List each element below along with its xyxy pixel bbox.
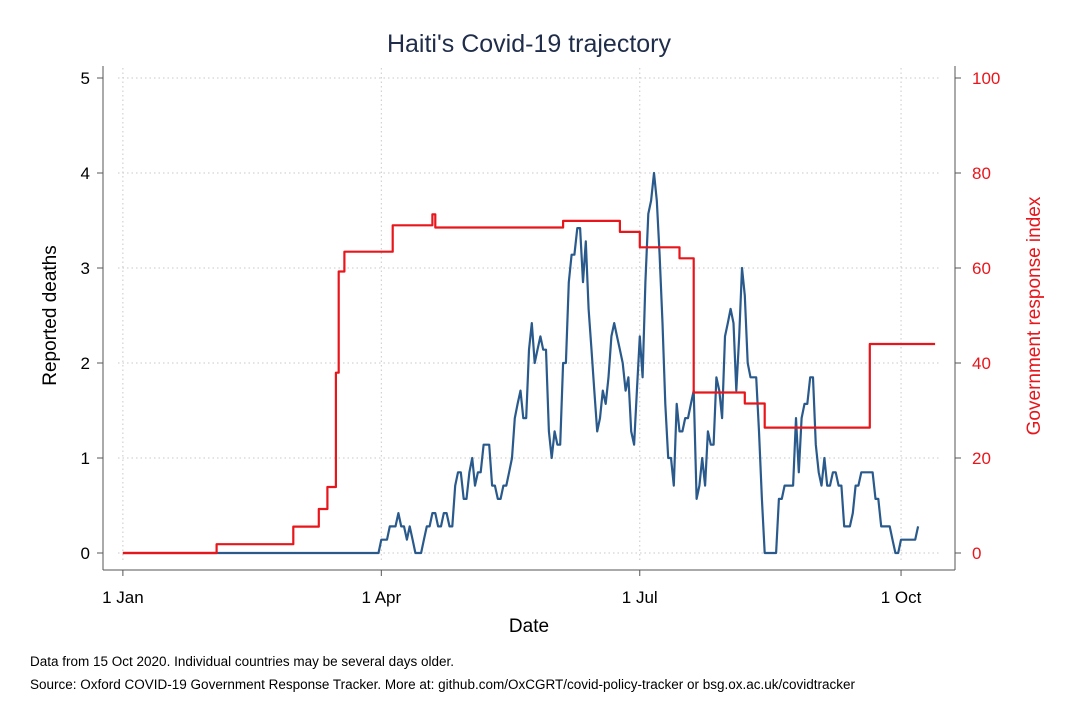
y-tick-label: 4 xyxy=(81,164,90,183)
y-tick-label: 0 xyxy=(81,544,90,563)
chart-labels: 0 1 2 3 4 5 0 20 40 60 80 100 1 Jan 1 Apr 1 Jul 1 Oct Ha… xyxy=(40,30,1045,637)
x-tick-label: 1 Jan xyxy=(102,588,144,607)
x-tick-label: 1 Jul xyxy=(622,588,658,607)
y2-tick-label: 40 xyxy=(972,354,991,373)
series-line-reported-deaths xyxy=(122,171,920,555)
y-tick-label: 5 xyxy=(81,69,90,88)
y-tick-label: 1 xyxy=(81,449,90,468)
footnote-source: Source: Oxford COVID-19 Government Respo… xyxy=(30,677,856,692)
x-tick-label: 1 Oct xyxy=(881,588,922,607)
series-lines xyxy=(122,171,936,555)
y2-tick-label: 20 xyxy=(972,449,991,468)
y2-axis-label: Government response index xyxy=(1024,196,1045,435)
series-line-government-response-index xyxy=(122,213,936,555)
gridlines xyxy=(118,68,940,563)
y-axis-label: Reported deaths xyxy=(40,245,61,386)
chart-title: Haiti's Covid-19 trajectory xyxy=(387,30,672,58)
chart: 0 1 2 3 4 5 0 20 40 60 80 100 1 Jan 1 Apr 1 Jul 1 Oct Ha… xyxy=(40,30,1045,637)
y2-tick-label: 80 xyxy=(972,164,991,183)
x-axis-label: Date xyxy=(509,616,549,637)
y-tick-label: 3 xyxy=(81,259,90,278)
y2-tick-label: 100 xyxy=(972,69,1000,88)
x-tick-label: 1 Apr xyxy=(361,588,401,607)
y2-tick-label: 0 xyxy=(972,544,981,563)
y2-tick-label: 60 xyxy=(972,259,991,278)
y-tick-label: 2 xyxy=(81,354,90,373)
footnote-data-date: Data from 15 Oct 2020. Individual countr… xyxy=(30,654,454,669)
axes xyxy=(97,66,961,576)
